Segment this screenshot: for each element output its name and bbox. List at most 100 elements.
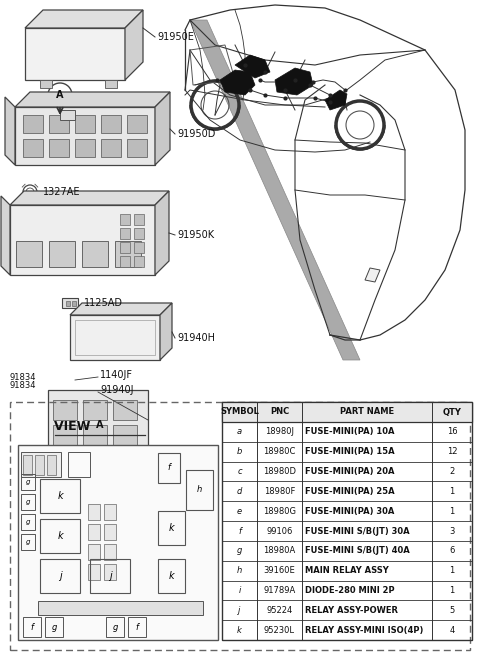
Text: FUSE-MINI(PA) 20A: FUSE-MINI(PA) 20A bbox=[305, 467, 395, 476]
Polygon shape bbox=[5, 97, 15, 165]
Polygon shape bbox=[40, 80, 52, 88]
Text: g: g bbox=[26, 479, 30, 485]
Text: 91950K: 91950K bbox=[177, 230, 214, 240]
Text: k: k bbox=[57, 531, 63, 541]
Text: k: k bbox=[57, 491, 63, 501]
Text: 1: 1 bbox=[449, 487, 455, 496]
Polygon shape bbox=[49, 115, 69, 133]
Polygon shape bbox=[72, 301, 76, 306]
Polygon shape bbox=[38, 601, 203, 615]
Text: 1: 1 bbox=[449, 507, 455, 515]
Text: k: k bbox=[168, 571, 174, 581]
Text: MAIN RELAY ASSY: MAIN RELAY ASSY bbox=[305, 566, 389, 575]
Polygon shape bbox=[21, 452, 61, 477]
Text: 1125AD: 1125AD bbox=[84, 298, 123, 308]
Polygon shape bbox=[120, 256, 130, 267]
Polygon shape bbox=[88, 504, 100, 520]
Text: 18980F: 18980F bbox=[264, 487, 295, 496]
Polygon shape bbox=[104, 504, 116, 520]
Polygon shape bbox=[88, 524, 100, 540]
Text: k: k bbox=[237, 626, 242, 635]
Polygon shape bbox=[365, 268, 380, 282]
Polygon shape bbox=[82, 241, 108, 267]
Text: FUSE-MINI(PA) 30A: FUSE-MINI(PA) 30A bbox=[305, 507, 395, 515]
Text: 1: 1 bbox=[449, 566, 455, 575]
Polygon shape bbox=[101, 115, 121, 133]
Polygon shape bbox=[222, 402, 472, 422]
Polygon shape bbox=[53, 400, 77, 420]
Text: RELAY ASSY-MINI ISO(4P): RELAY ASSY-MINI ISO(4P) bbox=[305, 626, 423, 635]
Polygon shape bbox=[134, 228, 144, 239]
Polygon shape bbox=[49, 139, 69, 157]
Text: 3: 3 bbox=[449, 527, 455, 536]
Text: j: j bbox=[59, 571, 61, 581]
Polygon shape bbox=[83, 400, 107, 420]
Polygon shape bbox=[23, 139, 43, 157]
Polygon shape bbox=[105, 80, 117, 88]
Text: 18980J: 18980J bbox=[265, 428, 294, 436]
Text: RELAY ASSY-POWER: RELAY ASSY-POWER bbox=[305, 606, 398, 615]
Polygon shape bbox=[235, 55, 270, 78]
Text: 91789A: 91789A bbox=[264, 586, 296, 595]
Text: h: h bbox=[237, 566, 242, 575]
Polygon shape bbox=[120, 242, 130, 253]
Polygon shape bbox=[125, 10, 143, 80]
Polygon shape bbox=[53, 425, 77, 445]
Text: d: d bbox=[237, 487, 242, 496]
Text: g: g bbox=[26, 519, 30, 525]
Polygon shape bbox=[25, 10, 143, 28]
Text: 95224: 95224 bbox=[266, 606, 293, 615]
Text: a: a bbox=[237, 428, 242, 436]
Polygon shape bbox=[10, 191, 169, 205]
Text: g: g bbox=[237, 546, 242, 555]
Text: FUSE-MINI(PA) 10A: FUSE-MINI(PA) 10A bbox=[305, 428, 395, 436]
Circle shape bbox=[33, 128, 37, 132]
Polygon shape bbox=[60, 110, 75, 120]
Polygon shape bbox=[16, 241, 42, 267]
Polygon shape bbox=[23, 455, 32, 475]
Text: VIEW: VIEW bbox=[54, 420, 95, 433]
Polygon shape bbox=[70, 303, 172, 315]
Text: 18980A: 18980A bbox=[264, 546, 296, 555]
Text: 91940J: 91940J bbox=[100, 385, 133, 395]
Polygon shape bbox=[190, 20, 360, 360]
Polygon shape bbox=[220, 70, 255, 95]
Text: 2: 2 bbox=[449, 467, 455, 476]
Text: 4: 4 bbox=[449, 626, 455, 635]
Polygon shape bbox=[75, 115, 95, 133]
Polygon shape bbox=[275, 68, 313, 95]
Circle shape bbox=[33, 138, 37, 143]
Text: g: g bbox=[26, 499, 30, 505]
Text: f: f bbox=[31, 622, 34, 631]
Polygon shape bbox=[83, 425, 107, 445]
Text: 91950D: 91950D bbox=[177, 129, 216, 139]
Polygon shape bbox=[127, 115, 147, 133]
Text: g: g bbox=[112, 622, 118, 631]
Text: e: e bbox=[237, 507, 242, 515]
Polygon shape bbox=[70, 315, 160, 360]
Text: h: h bbox=[196, 485, 202, 495]
Polygon shape bbox=[113, 400, 137, 420]
Polygon shape bbox=[47, 455, 56, 475]
Text: j: j bbox=[238, 606, 240, 615]
Text: A: A bbox=[96, 420, 104, 430]
Text: b: b bbox=[237, 447, 242, 457]
Text: 6: 6 bbox=[449, 546, 455, 555]
Polygon shape bbox=[155, 191, 169, 275]
Polygon shape bbox=[113, 425, 137, 445]
Text: 91834: 91834 bbox=[10, 381, 36, 390]
Text: 16: 16 bbox=[447, 428, 457, 436]
Text: 1140JF: 1140JF bbox=[100, 370, 133, 380]
Text: 18980G: 18980G bbox=[263, 507, 296, 515]
Polygon shape bbox=[88, 544, 100, 560]
Text: 1327AE: 1327AE bbox=[43, 187, 81, 197]
Text: FUSE-MINI S/B(JT) 30A: FUSE-MINI S/B(JT) 30A bbox=[305, 527, 409, 536]
Polygon shape bbox=[120, 228, 130, 239]
Text: f: f bbox=[168, 464, 170, 472]
Polygon shape bbox=[134, 256, 144, 267]
Polygon shape bbox=[15, 107, 155, 165]
Polygon shape bbox=[48, 390, 148, 450]
Polygon shape bbox=[134, 242, 144, 253]
Polygon shape bbox=[49, 241, 75, 267]
Polygon shape bbox=[10, 205, 155, 275]
